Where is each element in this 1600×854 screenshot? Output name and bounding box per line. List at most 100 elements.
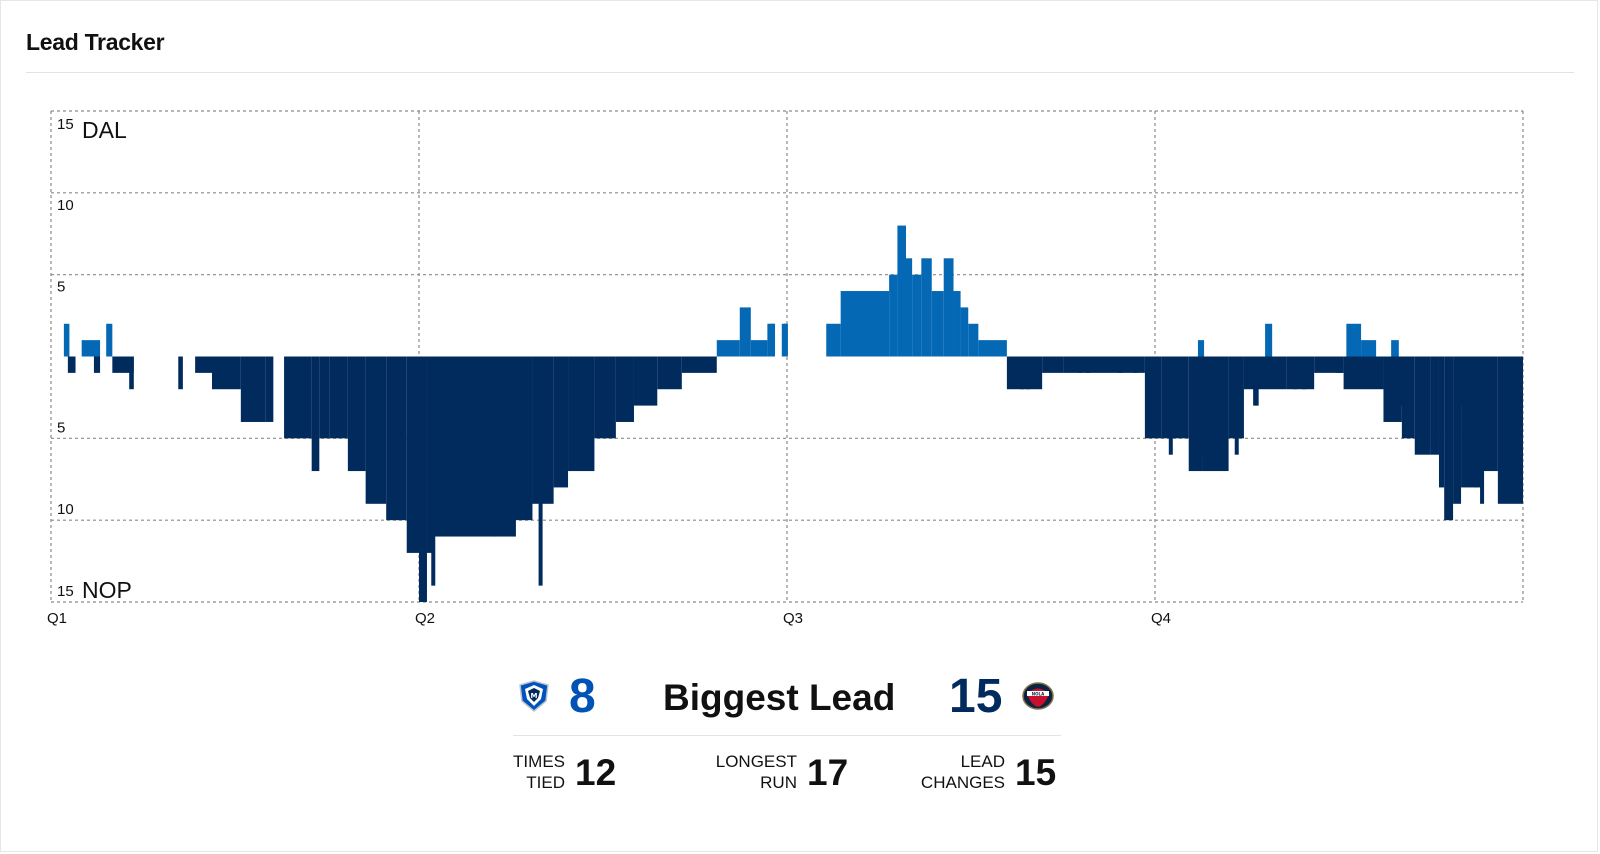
nop-lead-bar xyxy=(112,356,134,373)
nop-lead-bar xyxy=(514,356,533,521)
nop-lead-bar xyxy=(1202,356,1229,472)
nop-lead-bar xyxy=(1161,356,1189,439)
nop-lead-spike xyxy=(1335,356,1340,373)
nop-lead-spike xyxy=(1480,356,1485,504)
nop-lead-spike xyxy=(1458,356,1463,406)
dal-lead-bar xyxy=(968,323,979,357)
biggest-lead-label: Biggest Lead xyxy=(663,677,896,718)
team-label-nop: NOP xyxy=(82,577,132,603)
nop-lead-bar xyxy=(633,356,658,406)
nop-lead-bar xyxy=(1118,356,1145,373)
dal-biggest-lead-value: 8 xyxy=(569,670,596,723)
nop-lead-bar xyxy=(1383,356,1402,422)
dal-lead-spike xyxy=(770,323,775,357)
nop-lead-bar xyxy=(532,356,554,504)
nop-lead-bar xyxy=(594,356,616,439)
x-tick-label: Q1 xyxy=(47,610,67,627)
nop-lead-bar xyxy=(178,356,183,390)
nop-lead-bar xyxy=(1453,356,1462,504)
nop-lead-spike xyxy=(431,356,436,586)
lead-changes-stat: LEAD CHANGES 15 xyxy=(913,751,1061,795)
nop-lead-bar xyxy=(240,356,266,422)
nop-lead-spike xyxy=(1168,356,1173,455)
y-tick-label: 5 xyxy=(57,419,65,436)
nop-lead-bar xyxy=(386,356,407,521)
times-tied-value: 12 xyxy=(575,752,617,793)
y-tick-label: 5 xyxy=(57,279,65,296)
pelicans-logo-icon: NOLA xyxy=(1022,682,1054,710)
dal-lead-bar xyxy=(739,307,751,357)
dal-lead-bar xyxy=(889,274,898,357)
nop-lead-spike xyxy=(511,356,516,537)
dal-lead-bar xyxy=(978,340,1007,357)
dal-lead-bar xyxy=(897,225,906,357)
y-tick-label: 10 xyxy=(57,501,74,518)
nop-lead-spike xyxy=(1078,356,1083,373)
nop-lead-spike xyxy=(1086,356,1090,373)
nop-lead-spike xyxy=(1302,356,1307,390)
nop-lead-spike xyxy=(1118,356,1123,373)
dal-lead-bar xyxy=(1346,323,1362,357)
page-title: Lead Tracker xyxy=(26,29,165,55)
nop-lead-bar xyxy=(329,356,348,439)
times-tied-label: TIMES TIED xyxy=(513,752,565,792)
nop-lead-spike xyxy=(1268,356,1273,373)
nop-lead-bar xyxy=(93,356,101,373)
y-tick-label: 10 xyxy=(57,197,74,214)
nop-lead-bar xyxy=(1497,356,1523,504)
dal-lead-bar xyxy=(905,258,913,357)
lead-changes-label: LEAD CHANGES xyxy=(920,752,1005,792)
nop-lead-bar xyxy=(568,356,595,472)
nop-lead-bar xyxy=(284,356,312,439)
svg-text:M: M xyxy=(531,692,538,700)
nop-lead-spike xyxy=(1026,356,1031,390)
nop-lead-spike xyxy=(1473,356,1478,488)
nop-lead-spike xyxy=(1254,356,1259,406)
nop-lead-bar xyxy=(365,356,387,504)
dal-lead-bar xyxy=(106,323,113,357)
nop-lead-bar xyxy=(615,356,634,422)
nop-lead-bar xyxy=(347,356,366,472)
longest-run-value: 17 xyxy=(807,752,849,793)
nop-lead-spike xyxy=(1280,356,1285,373)
nop-lead-spike xyxy=(422,356,427,602)
longest-run-label: LONGEST RUN xyxy=(715,752,797,792)
nop-lead-bar xyxy=(1401,356,1415,439)
title-divider xyxy=(26,72,1574,73)
nop-lead-bar xyxy=(1430,356,1439,455)
summary-panel: M 8 Biggest Lead 15 NOLA TIMES TIED 12 L… xyxy=(513,663,1061,793)
nop-lead-bar xyxy=(1188,356,1203,472)
nop-lead-bar xyxy=(406,356,419,553)
svg-text:NOLA: NOLA xyxy=(1032,691,1045,696)
nop-lead-bar xyxy=(265,356,274,422)
nop-lead-bar xyxy=(1414,356,1431,455)
lead-changes-value: 15 xyxy=(1015,752,1057,793)
nop-lead-spike xyxy=(1234,356,1239,455)
nop-lead-spike xyxy=(1400,356,1405,406)
nop-lead-bar xyxy=(1444,356,1454,521)
nop-lead-bar xyxy=(1088,356,1119,373)
nop-lead-bar xyxy=(553,356,569,488)
dal-lead-bar xyxy=(931,291,944,357)
nop-lead-spike xyxy=(1133,356,1138,373)
nop-lead-bar xyxy=(681,356,717,373)
nop-lead-spike xyxy=(1293,356,1297,390)
nop-lead-spike xyxy=(1201,356,1205,455)
nop-lead-bar xyxy=(657,356,682,390)
x-tick-label: Q3 xyxy=(783,610,803,627)
dal-lead-bar xyxy=(1391,340,1399,357)
dal-lead-bar xyxy=(869,291,890,357)
dal-lead-bar xyxy=(1265,323,1273,357)
nop-lead-bar xyxy=(426,356,435,553)
dal-lead-bar xyxy=(960,307,969,357)
biggest-lead-row: M 8 Biggest Lead 15 NOLA xyxy=(513,663,1061,736)
lead-tracker-chart: 15 10 5 5 10 15 DAL NOP Q1 Q2 Q3 Q4 xyxy=(47,110,1524,627)
summary-divider xyxy=(513,735,1061,736)
nop-lead-bar xyxy=(1144,356,1162,439)
nop-lead-bar xyxy=(1042,356,1064,373)
nop-lead-bar xyxy=(129,356,134,390)
dal-lead-bar xyxy=(750,340,768,357)
y-tick-label: 15 xyxy=(57,583,74,600)
nop-lead-spike xyxy=(538,356,543,586)
